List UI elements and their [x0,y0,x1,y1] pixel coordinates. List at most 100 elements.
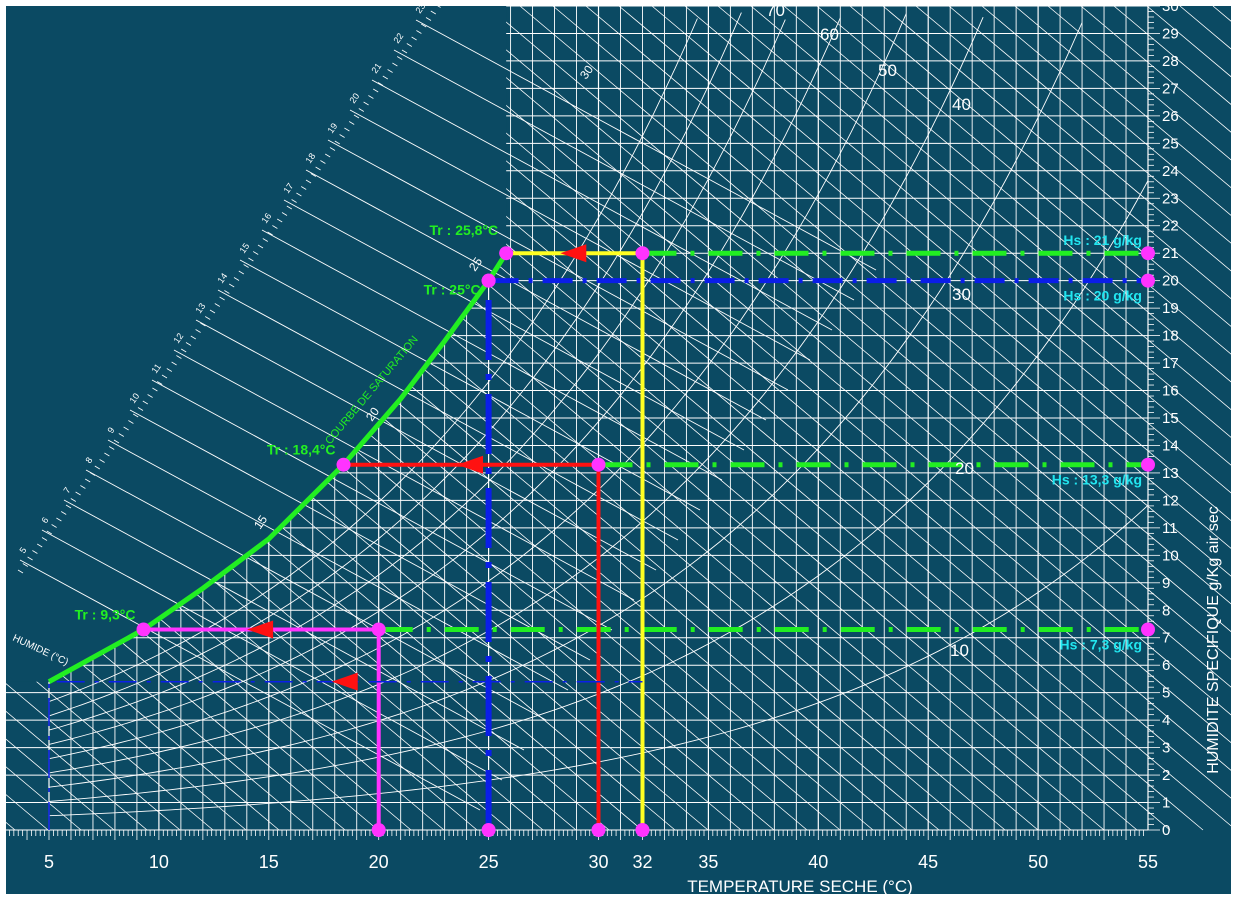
wet-bulb-tick [387,69,393,73]
x-tick-label: 55 [1138,852,1158,872]
diagonal-line [0,650,214,831]
wet-bulb-tick [32,550,38,554]
wet-bulb-tick [142,400,149,405]
wet-bulb-tick [204,316,211,320]
wet-bulb-tick [214,303,221,307]
wet-bulb-tick [190,335,197,340]
wet-bulb-tick [257,244,264,249]
wet-bulb-tick [65,504,72,509]
diagonal-line [0,456,445,831]
wet-bulb-tick [224,290,230,294]
relative-humidity-curve [48,18,698,703]
y-tick-label: 23 [1162,190,1179,207]
relative-humidity-curve [48,17,841,745]
wet-bulb-tick [281,212,288,216]
diagonal-line [717,5,1237,443]
humidity-label: Hs : 13,3 g/kg [1052,472,1142,488]
wet-bulb-tick [219,296,225,301]
axis-band [6,831,1231,894]
y-tick-label: 18 [1162,328,1179,345]
y-tick-label: 30 [1162,0,1179,15]
wet-bulb-label: 22 [391,31,405,45]
wet-bulb-label: 20 [347,91,361,105]
wet-bulb-tick [435,4,441,8]
wet-bulb-label: 19 [325,121,339,135]
wet-bulb-tick [118,433,125,437]
x-tick-label: 25 [479,852,499,872]
relative-humidity-curve [48,13,907,760]
y-tick-label: 20 [1162,273,1179,290]
diagonal-line [981,5,1237,221]
diagonal-line [387,5,1237,721]
y-axis-label: HUMIDITE SPECIFIQUE g/Kg air sec [1205,506,1222,774]
wet-bulb-line [261,229,723,481]
wet-bulb-tick [305,179,312,184]
y-tick-label: 10 [1162,547,1179,564]
wet-bulb-label: 7 [61,485,72,495]
wet-bulb-tick [334,140,341,145]
wet-bulb-line [305,169,767,421]
y-tick-label: 16 [1162,383,1179,400]
wet-bulb-tick [185,342,192,346]
wet-bulb-label: 21 [369,61,383,75]
y-tick-label: 27 [1162,80,1179,97]
wet-bulb-tick [248,257,254,262]
wet-bulb-line [63,499,525,751]
y-tick-label: 1 [1162,795,1170,812]
relative-humidity-label: 50 [878,61,897,80]
wet-bulb-tick [113,439,120,444]
wet-bulb-line [349,109,811,361]
data-point [136,622,151,637]
diagonal-line [0,483,412,831]
wet-bulb-tick [276,218,283,223]
y-tick-label: 3 [1162,740,1170,757]
wet-bulb-label: 16 [259,211,273,225]
series-arrow [331,672,358,691]
diagonal-line [0,594,280,831]
y-tick-label: 9 [1162,575,1170,592]
wet-bulb-tick [17,569,24,574]
wet-bulb-tick [209,309,216,314]
wet-bulb-tick [382,75,389,80]
y-tick-label: 13 [1162,465,1179,482]
wet-bulb-label: 8 [83,455,94,465]
relative-humidity-label: 60 [820,25,839,44]
diagonal-line [0,539,346,831]
wet-bulb-tick [132,413,139,418]
x-tick-label: 5 [44,852,54,872]
y-tick-label: 6 [1162,657,1170,674]
wet-bulb-tick [166,368,173,372]
axis-ticks-layer: 5 10 15 20 25 30 32 35 40 45 50 5501234567891011121… [9,0,1179,872]
humidity-label: Hs : 21 g/kg [1063,232,1142,248]
data-point [336,457,351,472]
diagonal-line [816,5,1237,360]
y-tick-label: 17 [1162,355,1179,372]
data-point [591,457,606,472]
data-point [1141,273,1155,288]
wet-bulb-tick [296,192,302,197]
y-tick-label: 0 [1162,822,1170,839]
wet-bulb-tick [272,225,278,229]
wet-bulb-tick [363,101,369,106]
data-point [591,823,606,837]
wet-bulb-line [283,199,745,451]
wet-bulb-tick [420,23,427,28]
series-line [48,680,643,830]
wet-bulb-tick [392,62,398,67]
wet-bulb-tick [84,478,91,483]
y-tick-label: 7 [1162,630,1170,647]
relative-humidity-curve [48,12,742,717]
wet-bulb-tick [320,160,326,164]
wet-bulb-tick [416,30,422,34]
wet-bulb-label: 13 [193,301,207,315]
wet-bulb-label: 15 [237,241,251,255]
wet-bulb-line [151,379,613,631]
wet-bulb-tick [195,329,201,333]
x-tick-label: 30 [588,852,608,872]
y-tick-label: 11 [1162,520,1178,537]
diagonal-line [915,5,1237,277]
data-point [635,823,650,837]
axis-titles-layer: TEMPERATURE SECHE (°C) HUMIDITE SPECIFIQ… [687,506,1222,896]
wet-bulb-tick [377,82,384,86]
